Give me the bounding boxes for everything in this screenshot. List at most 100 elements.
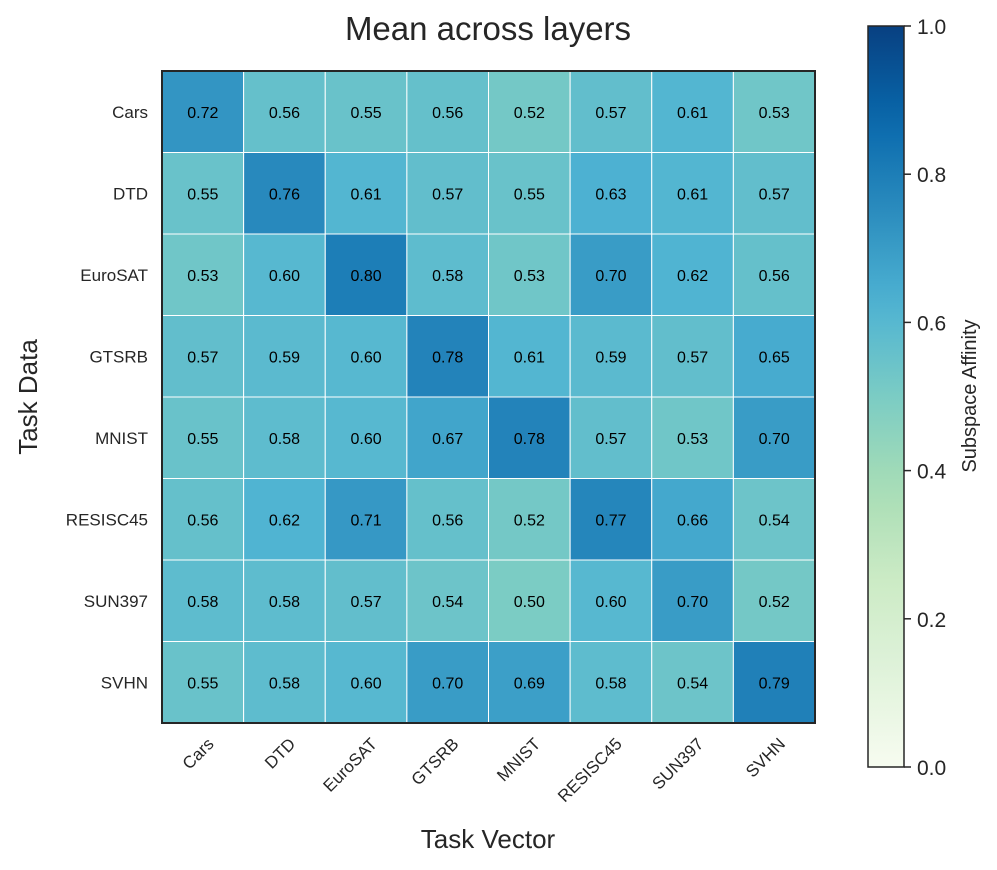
cell-value-label: 0.62 [677,268,708,285]
colorbar-label: Subspace Affinity [959,319,981,472]
cell-value-label: 0.60 [350,675,381,692]
x-tick-label: DTD [261,734,299,772]
heatmap-cell [406,396,489,479]
heatmap-cell [161,559,245,642]
cell-value-label: 0.80 [350,268,381,285]
cell-value-label: 0.52 [514,512,545,529]
cell-value-label: 0.57 [432,186,463,203]
cell-value-label: 0.58 [187,594,218,611]
x-tick-label: MNIST [493,734,544,785]
cell-value-label: 0.55 [187,431,218,448]
heatmap-cell-labels: 0.72 0.56 0.55 0.56 0.52 0.57 0.61 0.53 0.55 0.76… [187,105,790,693]
cell-value-label: 0.55 [187,186,218,203]
cell-value-label: 0.59 [595,349,626,366]
cell-value-label: 0.71 [350,512,381,529]
heatmap-cell [406,70,489,153]
cell-value-label: 0.61 [350,186,381,203]
heatmap-cell [651,478,734,561]
x-axis-ticks: Cars DTD EuroSAT GTSRB MNIST RESISC45 SUN397 SV… [179,734,789,806]
cell-value-label: 0.57 [759,186,790,203]
cell-value-label: 0.57 [187,349,218,366]
cell-value-label: 0.50 [514,594,545,611]
heatmap-cell [569,233,653,316]
heatmap-cell [324,641,408,724]
cell-value-label: 0.66 [677,512,708,529]
cell-value-label: 0.58 [269,594,300,611]
colorbar-tick-label: 0.8 [917,164,946,187]
heatmap-cell [651,233,734,316]
heatmap-cell [161,315,245,398]
y-tick-label: SUN397 [84,592,148,611]
y-axis-ticks: Cars DTD EuroSAT GTSRB MNIST RESISC45 SUN397 SV… [66,103,148,693]
heatmap-cell [651,396,734,479]
heatmap-cell [243,478,326,561]
heatmap-cell [488,152,571,235]
y-tick-label: EuroSAT [80,266,148,285]
cell-value-label: 0.59 [269,349,300,366]
heatmap-cell [732,641,816,724]
heatmap-cell [324,478,408,561]
colorbar [867,25,905,768]
heatmap-cell [488,70,571,153]
heatmap-cell [488,478,571,561]
cell-value-label: 0.62 [269,512,300,529]
cell-value-label: 0.53 [677,431,708,448]
cell-value-label: 0.70 [595,268,626,285]
cell-value-label: 0.58 [269,431,300,448]
colorbar-tick-label: 0.2 [917,609,946,632]
cell-value-label: 0.56 [432,105,463,122]
cell-value-label: 0.54 [677,675,708,692]
cell-value-label: 0.78 [432,349,463,366]
heatmap-cell [488,233,571,316]
cell-value-label: 0.56 [269,105,300,122]
cell-value-label: 0.58 [595,675,626,692]
heatmap-cell [488,641,571,724]
cell-value-label: 0.57 [350,594,381,611]
cell-value-label: 0.70 [759,431,790,448]
heatmap-cell [569,478,653,561]
x-axis-label: Task Vector [421,824,556,854]
heatmap-cell [488,396,571,479]
x-tick-label: EuroSAT [320,734,381,795]
y-tick-label: GTSRB [89,347,148,366]
heatmap-cell [243,559,326,642]
cell-value-label: 0.60 [595,594,626,611]
cell-value-label: 0.57 [595,105,626,122]
chart-title: Mean across layers [345,10,631,47]
colorbar-tick-label: 0.4 [917,461,947,484]
y-tick-label: Cars [112,103,148,122]
cell-value-label: 0.70 [432,675,463,692]
heatmap-cell [161,70,245,153]
y-tick-label: RESISC45 [66,510,148,529]
cell-value-label: 0.52 [514,105,545,122]
x-tick-label: SUN397 [649,734,708,793]
y-tick-label: MNIST [95,429,148,448]
colorbar-tick-label: 1.0 [917,16,946,39]
cell-value-label: 0.56 [432,512,463,529]
cell-value-label: 0.56 [759,268,790,285]
cell-value-label: 0.69 [514,675,545,692]
cell-value-label: 0.61 [677,186,708,203]
cell-value-label: 0.77 [595,512,626,529]
cell-value-label: 0.60 [350,431,381,448]
heatmap-cell [243,233,326,316]
cell-value-label: 0.58 [432,268,463,285]
cell-value-label: 0.58 [269,675,300,692]
heatmap-cell [732,396,816,479]
cell-value-label: 0.55 [514,186,545,203]
cell-value-label: 0.70 [677,594,708,611]
heatmap-cell [569,70,653,153]
cell-value-label: 0.60 [269,268,300,285]
cell-value-label: 0.79 [759,675,790,692]
cell-value-label: 0.56 [187,512,218,529]
colorbar-ticks: 0.0 0.2 0.4 0.6 0.8 1.0 [904,16,947,780]
heatmap-cell [406,152,489,235]
heatmap-cell [732,152,816,235]
heatmap-cell [569,152,653,235]
heatmap-cell [488,559,571,642]
heatmap-cell [569,396,653,479]
cell-value-label: 0.57 [677,349,708,366]
x-tick-label: GTSRB [408,734,463,789]
y-axis-label: Task Data [13,339,43,455]
